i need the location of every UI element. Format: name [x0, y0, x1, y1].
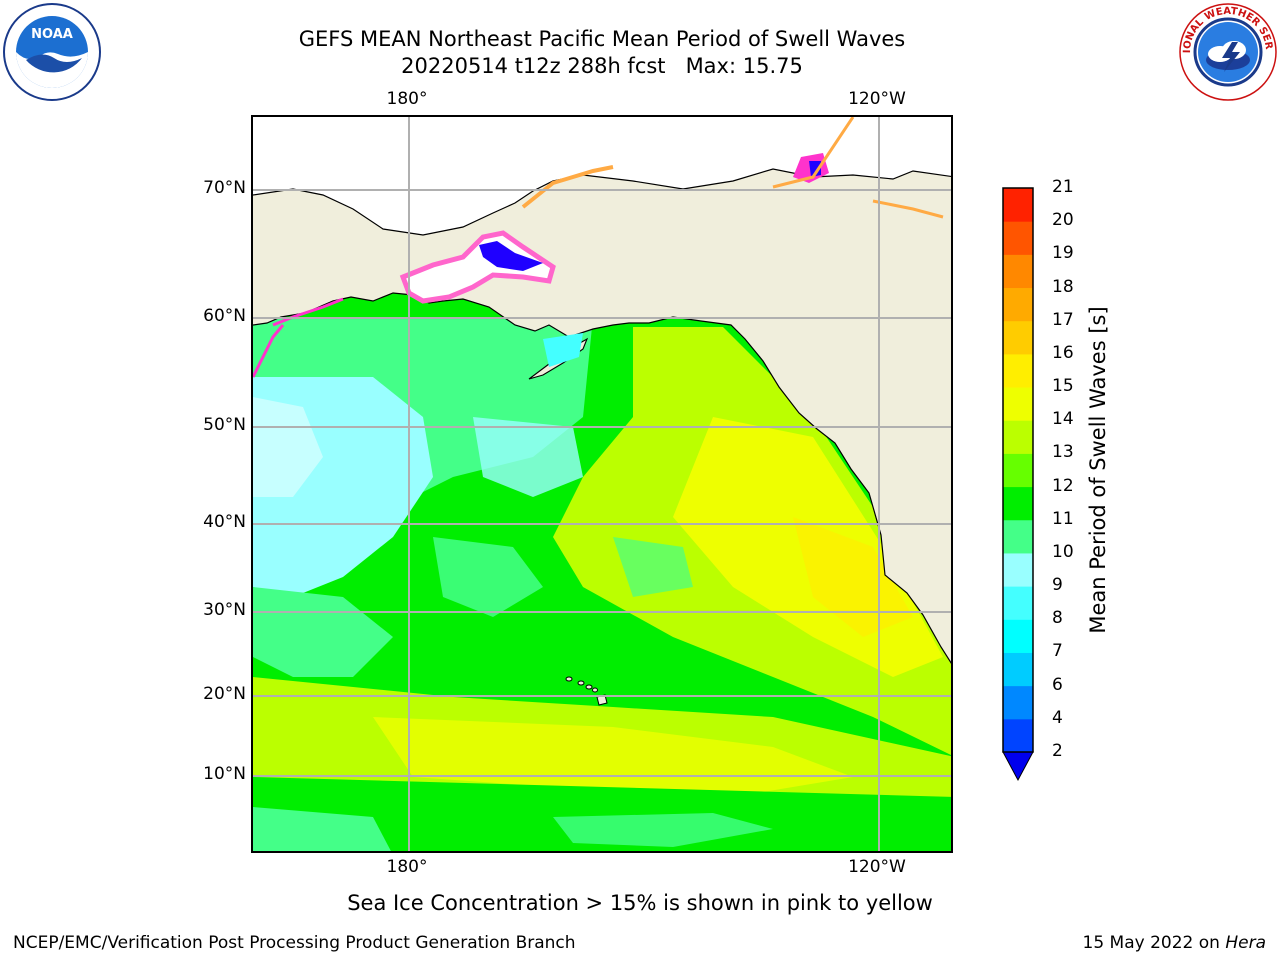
colorbar-block: [1003, 453, 1033, 488]
colorbar-block: [1003, 254, 1033, 289]
colorbar-tick-label: 2: [1052, 741, 1063, 761]
colorbar-block: [1003, 320, 1033, 355]
host-name: Hera: [1225, 933, 1266, 953]
lat-label-50n: 50°N: [203, 415, 246, 435]
map-canvas: [253, 117, 951, 851]
colorbar-block: [1003, 685, 1033, 720]
colorbar-tick-label: 4: [1052, 707, 1063, 728]
lat-label-70n: 70°N: [203, 178, 246, 198]
lat-label-40n: 40°N: [203, 512, 246, 532]
lon-label-top-120w: 120°W: [848, 89, 906, 109]
colorbar: [1002, 187, 1034, 782]
noaa-logo: NOAA: [3, 3, 101, 101]
colorbar-tick-label: 10: [1052, 541, 1074, 562]
colorbar-block: [1003, 619, 1033, 653]
colorbar-tick-label: 12: [1052, 475, 1074, 496]
colorbar-tick-label: 14: [1052, 409, 1074, 430]
colorbar-block: [1003, 188, 1033, 222]
map-panel: [251, 115, 953, 853]
colorbar-tick-label: 21: [1052, 177, 1074, 197]
colorbar-tick-label: 18: [1052, 276, 1074, 297]
map-subtitle: 20220514 t12z 288h fcst Max: 15.75: [401, 54, 803, 78]
colorbar-tick-label: 11: [1052, 508, 1074, 529]
nws-logo: NATIONAL WEATHER SERVICE: [1178, 2, 1277, 101]
colorbar-block: [1003, 519, 1033, 554]
colorbar-block: [1003, 420, 1033, 454]
date-text: 15 May 2022 on: [1082, 933, 1220, 953]
lat-label-20n: 20°N: [203, 684, 246, 704]
colorbar-tick-label: 13: [1052, 442, 1074, 463]
map-title: GEFS MEAN Northeast Pacific Mean Period …: [298, 27, 906, 51]
colorbar-block: [1003, 353, 1033, 388]
lat-label-60n: 60°N: [203, 306, 246, 326]
colorbar-block: [1003, 586, 1033, 620]
colorbar-block: [1003, 718, 1033, 753]
colorbar-tick-label: 9: [1052, 575, 1063, 596]
colorbar-tick-label: 16: [1052, 342, 1074, 363]
colorbar-block: [1003, 287, 1033, 322]
colorbar-block: [1003, 387, 1033, 421]
colorbar-tick-label: 19: [1052, 243, 1074, 264]
colorbar-block: [1003, 652, 1033, 687]
colorbar-extend-triangle: [1002, 751, 1034, 782]
lon-label-top-180: 180°: [386, 89, 428, 109]
lat-label-30n: 30°N: [203, 600, 246, 620]
sea-ice-note: Sea Ice Concentration > 15% is shown in …: [347, 891, 933, 915]
lon-label-bottom-120w: 120°W: [848, 857, 906, 877]
colorbar-tick-label: 8: [1052, 608, 1063, 629]
credit-text: NCEP/EMC/Verification Post Processing Pr…: [13, 933, 576, 953]
colorbar-tick-label: 15: [1052, 376, 1074, 397]
colorbar-tick-label: 7: [1052, 641, 1063, 662]
colorbar-tick-label: 17: [1052, 309, 1074, 330]
lat-label-10n: 10°N: [203, 764, 246, 784]
colorbar-block: [1003, 552, 1033, 587]
svg-text:NOAA: NOAA: [31, 27, 73, 42]
colorbar-block: [1003, 486, 1033, 521]
colorbar-tick-label: 6: [1052, 674, 1063, 695]
lon-label-bottom-180: 180°: [386, 857, 428, 877]
colorbar-tick-label: 20: [1052, 210, 1074, 231]
date-host-text: 15 May 2022 on Hera: [1083, 933, 1267, 953]
colorbar-block: [1003, 221, 1033, 255]
